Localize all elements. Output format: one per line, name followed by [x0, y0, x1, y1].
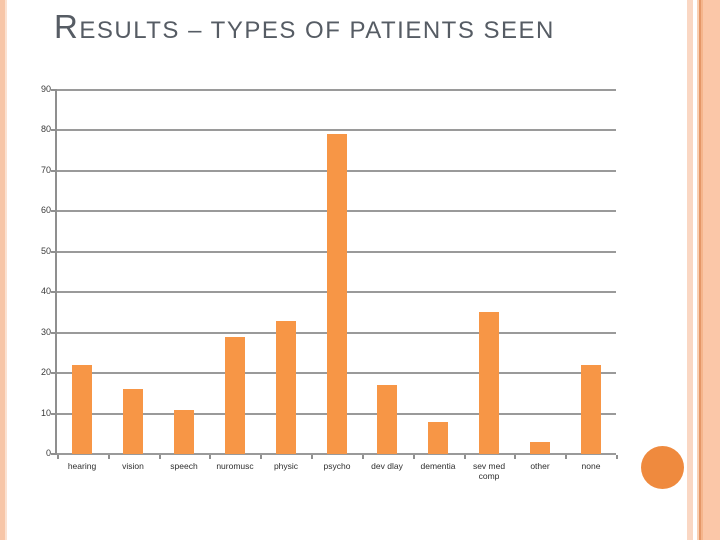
bar-dev-dlay: [377, 385, 397, 454]
y-axis-label: 40: [40, 286, 51, 296]
decorative-circle: [641, 446, 684, 489]
y-tick-90: [51, 89, 55, 91]
bar-dementia: [428, 422, 448, 454]
x-tick-11: [616, 455, 618, 459]
x-axis-label-dev-dlay: dev dlay: [371, 461, 403, 471]
gridline-0: [55, 453, 616, 455]
x-tick-2: [159, 455, 161, 459]
y-axis-label: 90: [40, 84, 51, 94]
y-tick-40: [51, 291, 55, 293]
x-axis-label-dementia: dementia: [420, 461, 456, 471]
y-tick-70: [51, 170, 55, 172]
title-first-letter: R: [54, 8, 80, 45]
gridline-80: [55, 129, 616, 131]
x-axis-label-speech: speech: [170, 461, 198, 471]
right-stripe-4: [701, 0, 703, 540]
bar-nuromusc: [225, 337, 245, 454]
right-stripe-2: [697, 0, 699, 540]
right-stripe-3: [699, 0, 701, 540]
title-rest: ESULTS – TYPES OF PATIENTS SEEN: [79, 17, 555, 44]
y-axis-label: 60: [40, 205, 51, 215]
bar-hearing: [72, 365, 92, 454]
y-axis-label: 0: [45, 448, 51, 458]
right-stripe-1: [687, 0, 693, 540]
y-tick-20: [51, 372, 55, 374]
y-tick-80: [51, 129, 55, 131]
y-tick-0: [51, 453, 55, 455]
y-tick-30: [51, 332, 55, 334]
x-tick-5: [311, 455, 313, 459]
y-axis-label: 50: [40, 246, 51, 256]
x-tick-4: [260, 455, 262, 459]
y-tick-60: [51, 210, 55, 212]
x-tick-7: [413, 455, 415, 459]
gridline-90: [55, 89, 616, 91]
y-tick-10: [51, 413, 55, 415]
right-stripe-5: [703, 0, 720, 540]
left-border-stripe: [0, 0, 7, 540]
x-axis-label-other: other: [530, 461, 550, 471]
x-tick-8: [464, 455, 466, 459]
x-tick-10: [565, 455, 567, 459]
y-axis-label: 10: [40, 408, 51, 418]
x-axis-label-sev-med-comp: sev med comp: [472, 461, 506, 481]
x-tick-3: [209, 455, 211, 459]
bar-speech: [174, 410, 194, 454]
x-axis-label-physic: physic: [273, 461, 299, 471]
y-tick-50: [51, 251, 55, 253]
x-tick-1: [108, 455, 110, 459]
y-axis-label: 80: [40, 124, 51, 134]
bar-physic: [276, 321, 296, 454]
y-axis-label: 20: [40, 367, 51, 377]
x-tick-6: [362, 455, 364, 459]
bar-psycho: [327, 134, 347, 454]
bar-other: [530, 442, 550, 454]
x-tick-9: [514, 455, 516, 459]
page-title: RESULTS – TYPES OF PATIENTS SEEN: [54, 10, 555, 43]
y-axis-label: 70: [40, 165, 51, 175]
x-axis-label-vision: vision: [122, 461, 144, 471]
bar-vision: [123, 389, 143, 454]
y-axis-line: [55, 89, 57, 455]
y-axis-label: 30: [40, 327, 51, 337]
x-axis-label-none: none: [581, 461, 601, 471]
x-axis-label-nuromusc: nuromusc: [216, 461, 254, 471]
bar-sev-med-comp: [479, 312, 499, 454]
x-tick-0: [57, 455, 59, 459]
x-axis-label-psycho: psycho: [323, 461, 351, 471]
bar-none: [581, 365, 601, 454]
x-axis-label-hearing: hearing: [67, 461, 97, 471]
